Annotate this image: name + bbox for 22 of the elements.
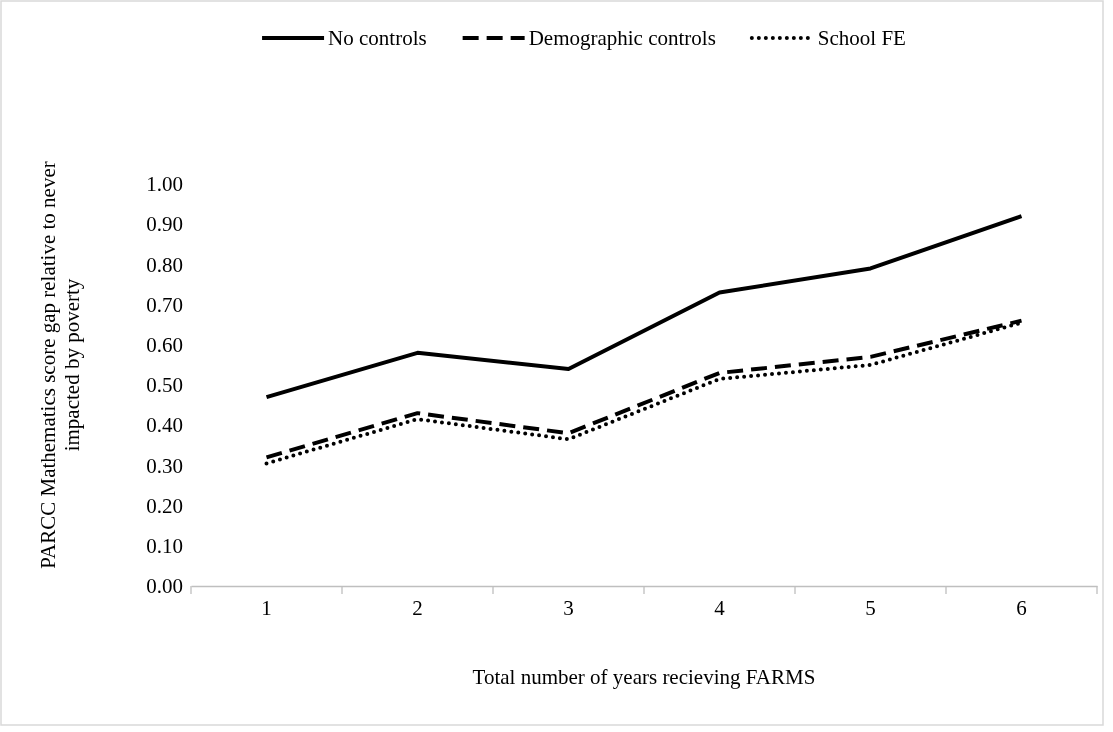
y-tick-label: 0.40 xyxy=(146,413,183,438)
legend-label: No controls xyxy=(328,26,427,50)
legend-label: Demographic controls xyxy=(528,26,716,50)
y-tick-label: 0.10 xyxy=(146,534,183,559)
x-tick-label: 2 xyxy=(412,595,423,620)
y-tick-label: 0.70 xyxy=(146,292,183,317)
y-tick-label: 0.20 xyxy=(146,493,183,518)
x-tick-label: 5 xyxy=(865,595,876,620)
y-tick-label: 1.00 xyxy=(146,172,183,197)
y-tick-label: 0.80 xyxy=(146,252,183,277)
x-tick-label: 4 xyxy=(714,595,726,620)
x-axis-title: Total number of years recieving FARMS xyxy=(472,665,816,689)
y-tick-label: 0.90 xyxy=(146,212,183,237)
y-axis-title: PARCC Mathematics score gap relative to never impacted by poverty xyxy=(36,161,84,569)
y-tick-label: 0.30 xyxy=(146,453,183,478)
y-tick-label: 0.50 xyxy=(146,373,183,398)
x-tick-label: 6 xyxy=(1016,595,1027,620)
legend-label: School FE xyxy=(817,26,906,50)
y-tick-label: 0.00 xyxy=(146,574,183,599)
x-tick-label: 3 xyxy=(563,595,574,620)
y-tick-label: 0.60 xyxy=(146,333,183,358)
x-tick-label: 1 xyxy=(261,595,272,620)
